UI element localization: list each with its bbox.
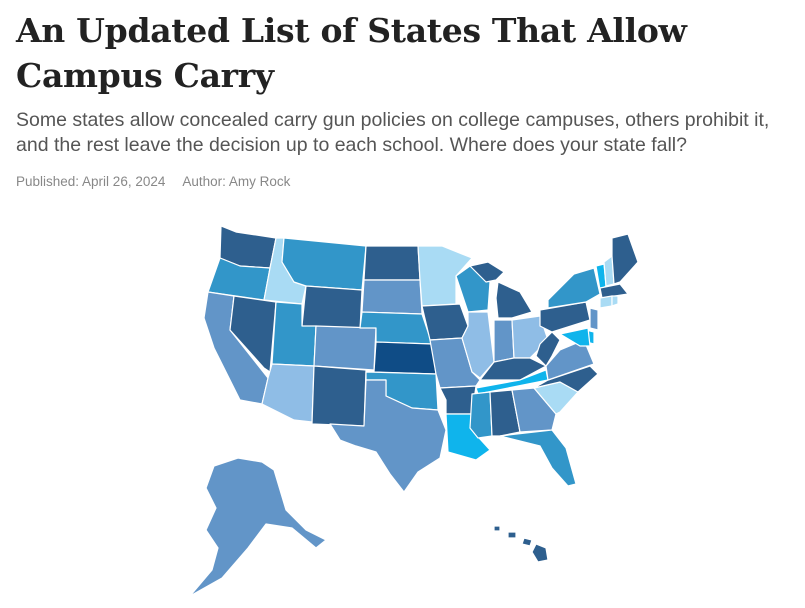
state-wy[interactable] — [301, 285, 363, 331]
state-ak[interactable] — [189, 457, 327, 597]
state-ga[interactable] — [511, 387, 557, 433]
state-ia[interactable] — [421, 303, 469, 341]
published-date: Published: April 26, 2024 — [16, 174, 166, 189]
us-campus-carry-map — [180, 218, 650, 603]
state-hi-kauai[interactable] — [493, 525, 501, 532]
state-mt[interactable] — [281, 237, 367, 291]
state-mi-upper[interactable] — [469, 261, 505, 283]
state-me[interactable] — [611, 233, 639, 285]
state-ms[interactable] — [469, 391, 493, 439]
state-hi-oahu[interactable] — [507, 531, 517, 539]
state-in[interactable] — [493, 319, 515, 363]
state-tx[interactable] — [329, 379, 447, 493]
state-va[interactable] — [545, 339, 595, 381]
state-az[interactable] — [261, 363, 315, 423]
article-meta: Published: April 26, 2024 Author: Amy Ro… — [16, 174, 796, 189]
state-ri[interactable] — [611, 295, 619, 307]
state-md[interactable] — [559, 327, 591, 347]
state-mn[interactable] — [417, 245, 473, 307]
state-ma[interactable] — [599, 283, 629, 299]
article-title: An Updated List of States That Allow Cam… — [16, 11, 687, 95]
state-nd[interactable] — [363, 245, 421, 281]
state-fl[interactable] — [499, 429, 577, 487]
article-subtitle: Some states allow concealed carry gun po… — [16, 109, 770, 156]
state-nm[interactable] — [311, 365, 367, 427]
us-map-svg — [189, 225, 639, 597]
state-hi-maui[interactable] — [521, 537, 533, 547]
state-ct[interactable] — [599, 295, 613, 309]
state-hi-big[interactable] — [531, 543, 549, 563]
state-co[interactable] — [313, 325, 377, 371]
article-header: An Updated List of States That Allow Cam… — [16, 0, 796, 189]
state-sd[interactable] — [361, 279, 423, 315]
state-ks[interactable] — [373, 341, 437, 375]
state-nj[interactable] — [589, 307, 599, 331]
author-name: Author: Amy Rock — [182, 174, 291, 189]
state-ny[interactable] — [547, 267, 601, 309]
state-al[interactable] — [489, 389, 521, 437]
state-mi[interactable] — [495, 281, 533, 319]
state-il[interactable] — [461, 311, 495, 379]
